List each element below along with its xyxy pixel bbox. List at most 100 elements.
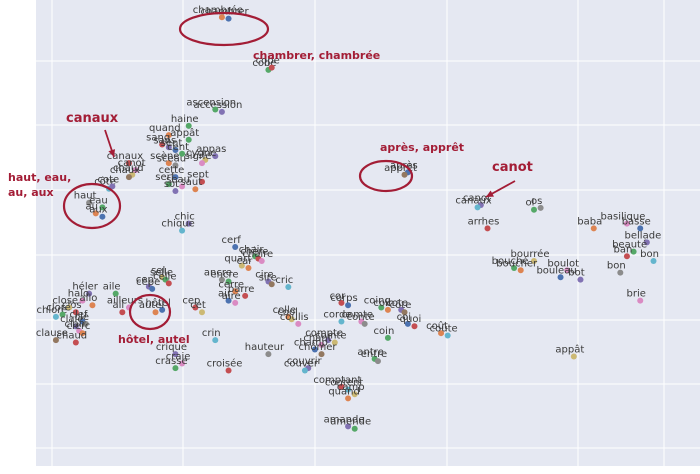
arrow-head: [108, 149, 116, 157]
point-label: colle: [273, 305, 296, 316]
annotation-label: haut, eau,: [8, 171, 71, 184]
data-point: [59, 311, 66, 318]
data-point: [401, 171, 408, 178]
point-label: bellade: [625, 230, 662, 241]
data-point: [511, 264, 518, 271]
point-label: canaux: [107, 151, 143, 162]
data-point: [66, 304, 73, 311]
point-label: accession: [193, 100, 242, 111]
highlight-ring: [358, 159, 414, 193]
arrow-head: [486, 190, 494, 197]
point-label: signe: [185, 151, 212, 162]
data-point: [232, 243, 239, 250]
point-label: comte: [342, 310, 373, 321]
data-point: [268, 281, 275, 288]
point-label: cet: [190, 300, 206, 311]
data-point: [199, 160, 205, 167]
data-point: [152, 309, 159, 316]
point-label: ascension: [186, 98, 236, 109]
data-point: [109, 183, 116, 190]
data-point: [112, 290, 119, 297]
point-label: sept: [187, 170, 209, 181]
data-point: [331, 339, 338, 346]
point-label: crin: [202, 328, 221, 339]
data-point: [351, 425, 358, 432]
point-label: cor: [330, 291, 347, 302]
data-point: [132, 167, 139, 174]
data-point: [295, 320, 302, 327]
point-label: chique: [161, 219, 194, 230]
data-point: [384, 306, 391, 313]
data-point: [185, 136, 192, 143]
point-label: appât: [555, 343, 584, 355]
point-label: cric: [275, 275, 293, 286]
data-point: [301, 367, 308, 374]
data-point: [245, 264, 252, 271]
data-point: [288, 316, 295, 323]
data-point: [149, 285, 156, 292]
data-point: [86, 199, 93, 206]
data-point: [218, 14, 225, 21]
data-point: [577, 276, 584, 283]
data-point: [637, 225, 644, 232]
point-label: bourrée: [511, 248, 550, 260]
point-label: camp: [337, 382, 365, 393]
point-label: allo: [80, 293, 98, 304]
point-label: couver: [284, 358, 319, 369]
data-point: [311, 346, 318, 353]
point-label: coi: [397, 312, 411, 323]
data-point: [185, 122, 192, 129]
data-point: [378, 304, 385, 311]
data-point: [172, 174, 179, 181]
point-label: cobe: [252, 58, 276, 69]
point-label: cep: [182, 296, 200, 307]
point-label: coulis: [280, 312, 309, 323]
point-label: aux: [89, 205, 107, 216]
data-point: [531, 206, 537, 213]
data-point: [119, 309, 126, 316]
data-point: [165, 132, 172, 139]
grid-lines: [36, 0, 700, 466]
point-label: crique: [156, 342, 187, 353]
data-point: [172, 162, 179, 169]
data-point: [172, 351, 179, 358]
point-label: clerc: [67, 321, 91, 332]
data-point: [318, 341, 325, 348]
point-label: ail: [112, 300, 124, 311]
point-label: scène: [150, 150, 179, 162]
data-point: [531, 257, 537, 264]
point-label: clos: [62, 300, 82, 311]
data-point: [238, 262, 245, 269]
point-label: amande: [324, 414, 365, 425]
data-point: [338, 383, 345, 390]
data-point: [185, 220, 192, 227]
point-label: bouleau: [536, 265, 576, 276]
point-label: canot: [118, 158, 146, 169]
point-label: sang: [146, 132, 170, 143]
data-point: [172, 147, 179, 154]
point-label: cygne: [186, 148, 216, 159]
point-label: saut: [181, 177, 203, 188]
point-label: comptant: [313, 375, 361, 386]
data-point: [590, 225, 597, 232]
point-label: bot: [568, 268, 584, 279]
point-label: selle: [150, 268, 173, 279]
data-point: [82, 320, 89, 327]
point-label: brie: [627, 289, 646, 300]
point-label: chômer: [299, 341, 338, 353]
data-point: [517, 267, 524, 274]
data-point: [52, 313, 59, 320]
point-label: chaire: [242, 249, 273, 260]
data-point: [444, 332, 451, 339]
point-label: sceau: [157, 153, 186, 164]
point-label: comte: [315, 331, 346, 342]
data-point: [165, 144, 172, 151]
point-label: hauteur: [245, 342, 285, 353]
point-label: barre: [228, 284, 254, 295]
annotation-label: au, aux: [8, 186, 54, 199]
point-label: champ: [294, 338, 328, 349]
point-label: haine: [171, 114, 199, 125]
point-label: chic: [175, 212, 195, 223]
annotations: chambrer, chambrée canaux haut, eau, au, au…: [8, 11, 533, 346]
